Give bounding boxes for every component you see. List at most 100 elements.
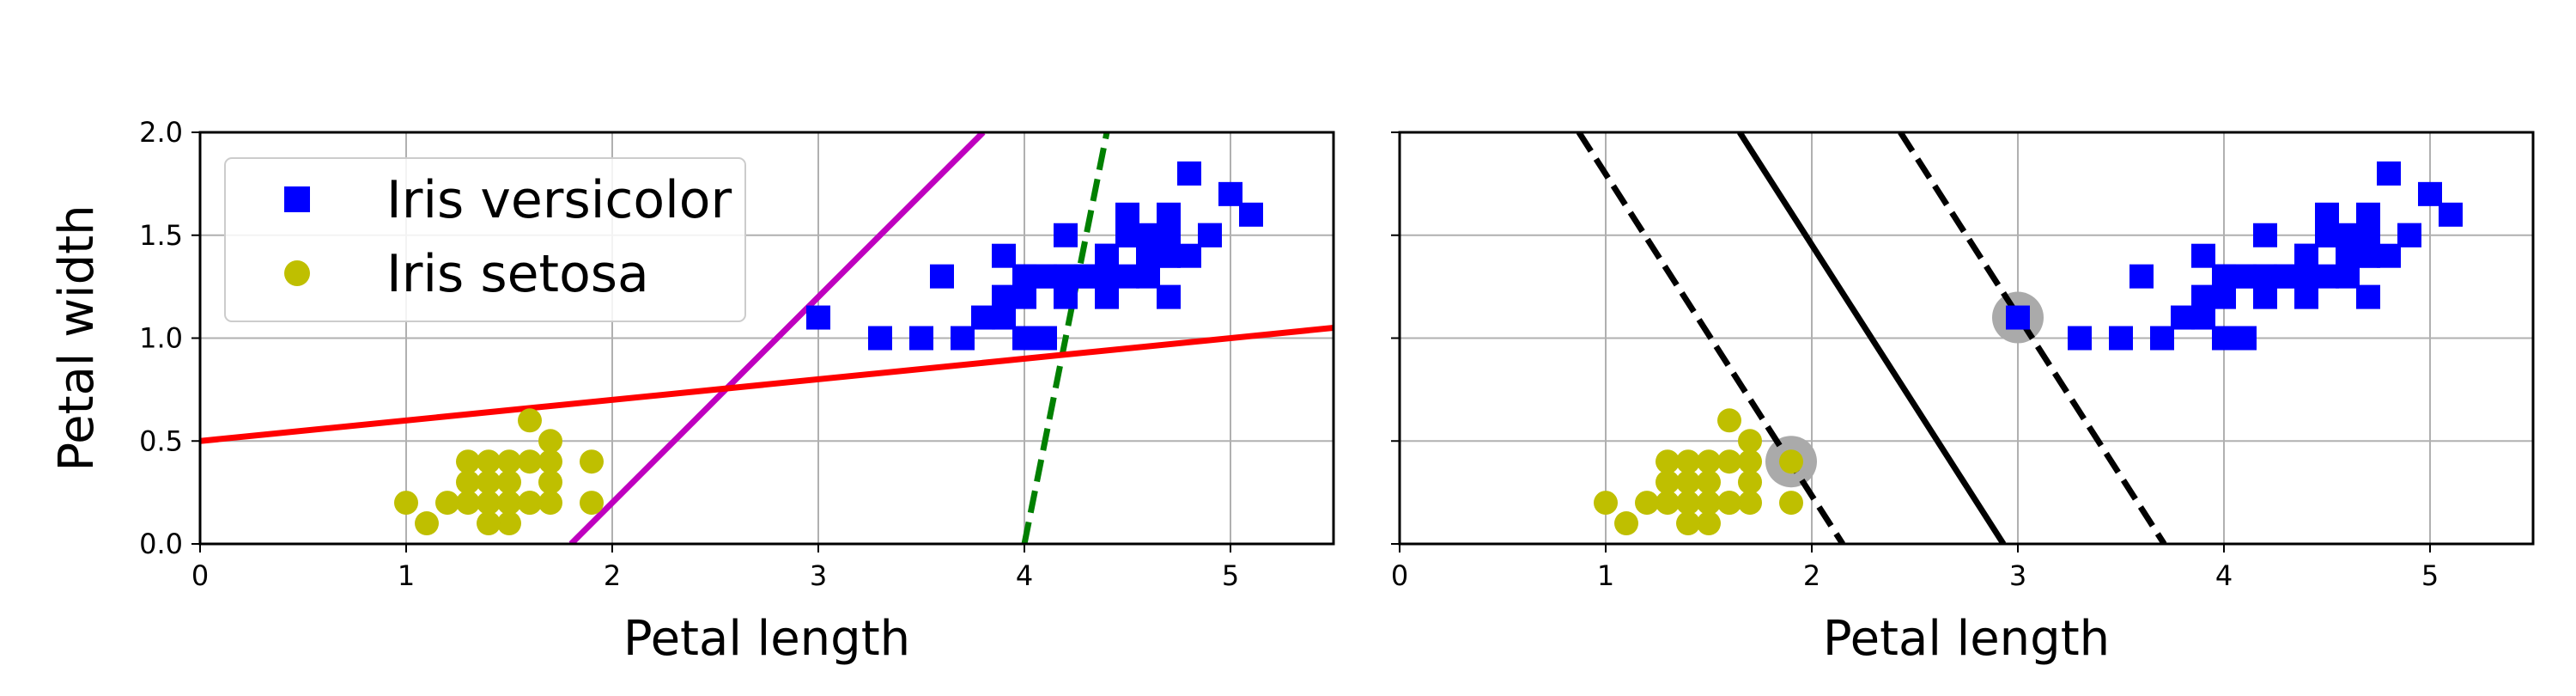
versicolor-point [2377, 243, 2401, 268]
legend-entry-label: Iris setosa [386, 244, 649, 304]
legend-box [224, 157, 746, 322]
versicolor-point [1012, 264, 1036, 289]
setosa-point [1717, 491, 1741, 516]
setosa-point [1697, 491, 1721, 516]
versicolor-point [1239, 202, 1263, 227]
setosa-point [477, 511, 501, 536]
x-tick-label: 5 [2421, 559, 2439, 592]
setosa-point [456, 491, 480, 516]
versicolor-point [2191, 243, 2215, 268]
versicolor-point [2233, 264, 2257, 289]
setosa-point [518, 408, 542, 433]
x-tick-label: 4 [2215, 559, 2233, 592]
versicolor-point [1095, 264, 1119, 289]
versicolor-point [1054, 264, 1078, 289]
dashed-boundary-line [1576, 132, 1845, 544]
setosa-point [497, 511, 521, 536]
setosa-point [1738, 449, 1762, 474]
versicolor-point [1054, 223, 1078, 247]
versicolor-point [806, 305, 830, 330]
versicolor-point [2356, 243, 2380, 268]
setosa-point [415, 511, 439, 536]
versicolor-point [1033, 264, 1057, 289]
plot-area [200, 132, 1334, 544]
versicolor-point [1012, 326, 1036, 351]
x-tick-label: 5 [1222, 559, 1239, 592]
setosa-point [1779, 449, 1803, 474]
versicolor-point [992, 284, 1016, 309]
x-tick-label: 3 [810, 559, 827, 592]
setosa-point [538, 449, 562, 474]
legend: Iris versicolor Iris setosa [224, 157, 746, 322]
versicolor-point [2129, 264, 2154, 289]
setosa-point [1676, 491, 1700, 516]
setosa-point [538, 470, 562, 495]
setosa-point [518, 449, 542, 474]
y-tick-label: 2.0 [139, 116, 183, 149]
setosa-point [394, 491, 418, 516]
versicolor-point [2212, 264, 2236, 289]
setosa-point [1676, 470, 1700, 495]
x-axis-label: Petal length [1823, 611, 2110, 667]
versicolor-point [2397, 223, 2421, 247]
x-tick-label: 0 [191, 559, 209, 592]
y-tick-label: 0.5 [139, 424, 183, 457]
plot-area [1576, 132, 2463, 544]
versicolor-point [2212, 326, 2236, 351]
dashed-boundary-line [1898, 132, 2167, 544]
setosa-point [538, 491, 562, 516]
setosa-point [538, 429, 562, 454]
legend-circle-marker [284, 260, 310, 286]
versicolor-point [2356, 202, 2380, 227]
versicolor-point [2294, 284, 2318, 309]
setosa-point [1738, 491, 1762, 516]
versicolor-point [909, 326, 933, 351]
versicolor-point [2336, 223, 2360, 247]
setosa-point [1656, 491, 1680, 516]
versicolor-point [930, 264, 954, 289]
versicolor-point [1033, 326, 1057, 351]
setosa-point [477, 491, 501, 516]
versicolor-point [2274, 264, 2298, 289]
setosa-point [1738, 429, 1762, 454]
setosa-point [1697, 449, 1721, 474]
versicolor-point [868, 326, 892, 351]
x-tick-label: 3 [2009, 559, 2026, 592]
versicolor-point [992, 305, 1016, 330]
versicolor-point [2253, 284, 2277, 309]
versicolor-point [1136, 264, 1160, 289]
versicolor-point [992, 243, 1016, 268]
versicolor-point [2336, 264, 2360, 289]
versicolor-point [1157, 243, 1181, 268]
versicolor-point [1115, 264, 1139, 289]
dashed-boundary-line [1021, 132, 1110, 544]
setosa-point [1717, 408, 1741, 433]
x-tick-label: 0 [1391, 559, 1408, 592]
setosa-point [1676, 449, 1700, 474]
versicolor-point [1054, 284, 1078, 309]
x-tick-label: 2 [1803, 559, 1820, 592]
setosa-point [1676, 511, 1700, 536]
setosa-point [1717, 449, 1741, 474]
setosa-point [1635, 491, 1659, 516]
versicolor-point [2336, 243, 2360, 268]
setosa-point [518, 491, 542, 516]
versicolor-point [1095, 284, 1119, 309]
versicolor-point [1157, 223, 1181, 247]
x-tick-label: 4 [1016, 559, 1033, 592]
versicolor-point [1012, 284, 1036, 309]
versicolor-point [2068, 326, 2092, 351]
setosa-point [580, 491, 604, 516]
x-tick-label: 1 [1597, 559, 1614, 592]
setosa-point [1594, 491, 1618, 516]
boundary-line [1737, 132, 2007, 544]
versicolor-point [1218, 181, 1242, 206]
setosa-point [1656, 470, 1680, 495]
versicolor-point [2418, 181, 2442, 206]
setosa-point [1697, 511, 1721, 536]
boundary-line [568, 132, 986, 544]
boundary-line [200, 325, 1334, 444]
versicolor-point [2233, 326, 2257, 351]
versicolor-point [1157, 202, 1181, 227]
